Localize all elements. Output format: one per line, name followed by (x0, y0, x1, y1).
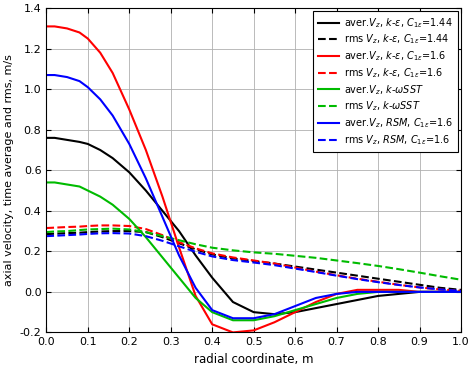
Legend: aver.$V_z$, $k$-$\varepsilon$, $C_{1\varepsilon}$=1.44, rms $V_z$, $k$-$\varepsi: aver.$V_z$, $k$-$\varepsilon$, $C_{1\var… (313, 11, 458, 152)
Y-axis label: axial velocity, time average and rms, m/s: axial velocity, time average and rms, m/… (4, 54, 14, 286)
X-axis label: radial coordinate, m: radial coordinate, m (194, 353, 313, 366)
